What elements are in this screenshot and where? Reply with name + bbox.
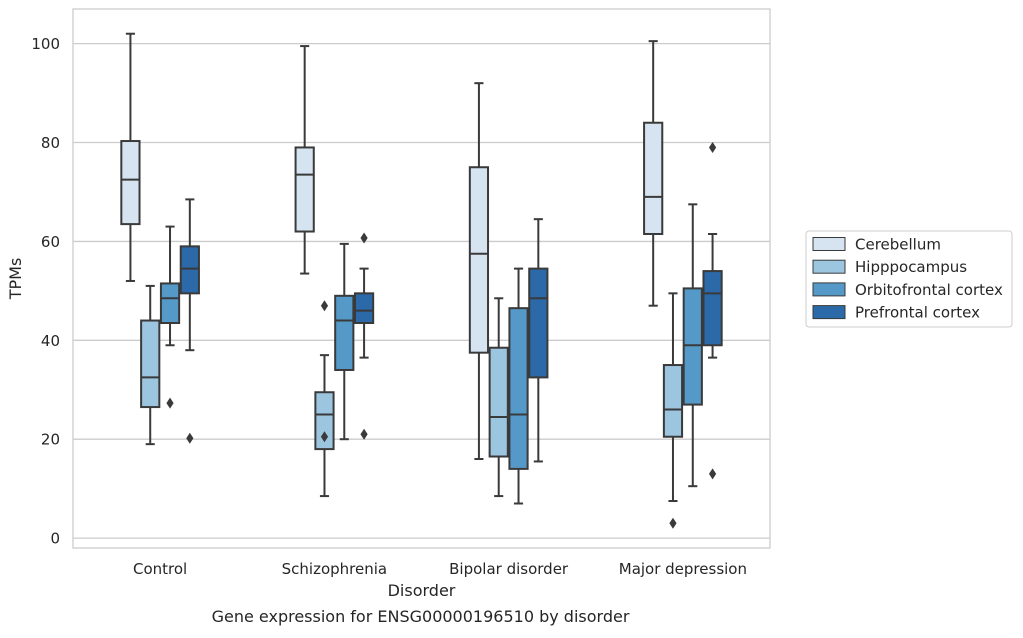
box-iqr [353,292,375,325]
box-iqr [662,364,684,438]
box-iqr [682,287,703,406]
box-3-3 [702,141,723,480]
box-iqr [643,121,664,235]
x-tick-label: Major depression [619,560,747,578]
outlier-point [320,431,329,443]
outlier-point [166,397,174,409]
plot-frame [72,8,771,549]
y-tick-label: 100 [31,35,60,53]
box-iqr [140,319,161,409]
legend-frame [805,230,1013,328]
legend-swatch [812,237,846,251]
box-iqr [294,146,315,233]
y-tick-label: 60 [41,233,60,251]
box-1-0 [294,45,315,275]
y-tick-label: 40 [41,332,60,350]
y-tick-label: 20 [41,431,60,449]
box-iqr [468,166,490,354]
outlier-point [708,141,717,153]
legend-label: Hipppocampus [855,258,967,276]
box-3-2 [682,203,703,488]
outlier-point [360,428,368,440]
box-iqr [334,294,355,371]
box-iqr [120,140,141,226]
outlier-point [708,468,717,480]
x-tick-labels: Control Schizophrenia Bipolar disorder Majo… [133,560,747,578]
box-1-3 [353,232,375,440]
box-1-1 [314,300,335,498]
box-2-3 [528,218,549,463]
chart-caption: Gene expression for ENSG00000196510 by d… [212,607,630,626]
legend-swatch [812,259,846,274]
box-iqr [488,346,509,458]
box-iqr [702,270,723,347]
x-tick-label: Control [133,560,187,578]
legend-label: Orbitofrontal cortex [855,281,1003,299]
box-3-0 [643,40,664,307]
outlier-point [186,432,194,444]
box-0-3 [179,198,200,444]
box-2-1 [488,297,509,498]
box-groups [120,32,723,529]
x-tick-label: Bipolar disorder [449,560,569,578]
box-0-1 [140,284,161,446]
box-3-1 [662,292,684,529]
outlier-point [320,300,329,312]
outlier-point [669,517,677,529]
x-tick-label: Schizophrenia [282,560,387,578]
box-0-2 [159,225,181,409]
legend-swatch [812,305,846,320]
box-iqr [314,391,335,451]
box-1-2 [334,242,355,441]
x-axis-label: Disorder [388,581,456,600]
box-2-0 [468,82,490,460]
outlier-point [360,232,368,244]
box-2-2 [508,267,529,505]
legend-swatch [812,282,846,297]
legend-label: Cerebellum [855,236,941,254]
box-iqr [528,267,549,379]
y-tick-label: 80 [41,134,60,152]
y-tick-label: 0 [50,530,60,548]
legend: Cerebellum Hipppocampus Orbitofrontal cort… [805,230,1013,328]
box-iqr [159,282,181,325]
box-iqr [508,307,529,470]
legend-label: Prefrontal cortex [855,304,980,322]
y-tick-labels: 0 20 40 60 80 100 [31,35,60,547]
box-iqr [179,245,200,295]
box-0-0 [120,32,141,282]
y-axis-label: TPMs [6,258,25,301]
